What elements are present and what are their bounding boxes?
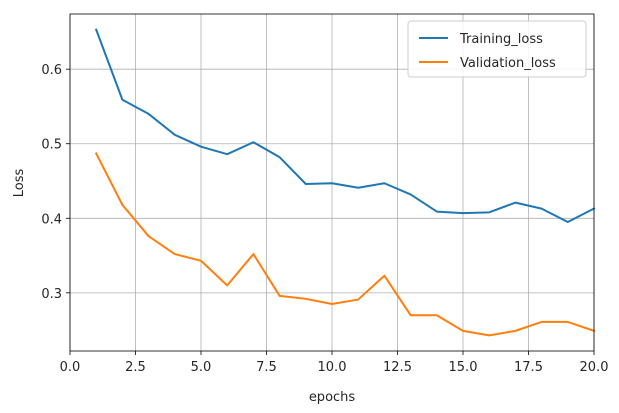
- y-tick-label: 0.4: [41, 212, 62, 227]
- series-line-training-loss: [94, 28, 596, 224]
- x-tick-label: 5.0: [191, 360, 212, 375]
- x-tick-label: 12.5: [383, 360, 412, 375]
- x-tick-label: 15.0: [449, 360, 478, 375]
- x-tick-label: 0.0: [60, 360, 81, 375]
- y-axis-label: Loss: [12, 169, 27, 198]
- x-tick-label: 17.5: [514, 360, 543, 375]
- x-tick-label: 2.5: [125, 360, 146, 375]
- legend-label-validation-loss: Validation_loss: [460, 56, 556, 71]
- legend-box: [407, 20, 587, 78]
- y-tick-label: 0.5: [41, 138, 62, 153]
- x-tick-label: 7.5: [256, 360, 277, 375]
- x-axis-label: epochs: [309, 390, 356, 405]
- y-axis-ticks: 0.3 0.4 0.5 0.6: [41, 63, 70, 302]
- x-tick-label: 20.0: [580, 360, 609, 375]
- series-line-validation-loss: [94, 152, 596, 337]
- x-tick-label: 10.0: [318, 360, 347, 375]
- x-axis-ticks: 0.0 2.5 5.0 7.5 10.0 12.5 15.0 17.5 20.0: [60, 351, 609, 375]
- series-lines: [94, 28, 596, 337]
- legend: Training_loss Validation_loss: [407, 20, 587, 78]
- legend-label-training-loss: Training_loss: [459, 32, 543, 47]
- y-tick-label: 0.6: [41, 63, 62, 78]
- y-tick-label: 0.3: [41, 287, 62, 302]
